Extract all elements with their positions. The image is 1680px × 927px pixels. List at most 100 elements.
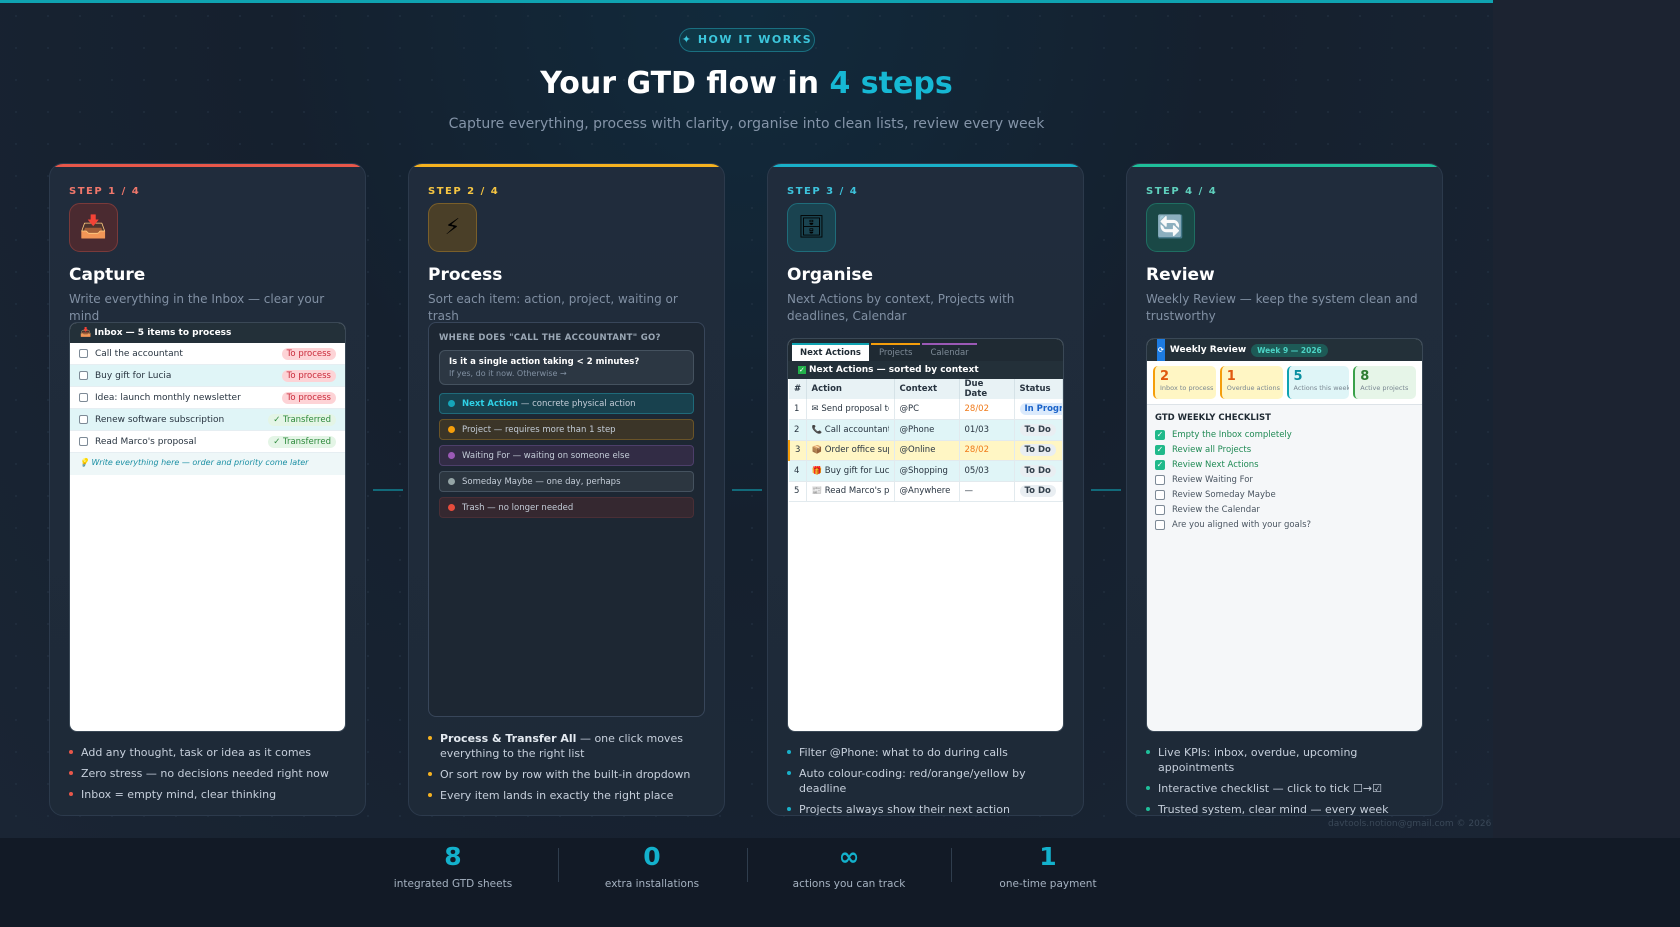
page-title: Your GTD flow in 4 steps bbox=[0, 66, 1493, 101]
table-row[interactable]: 4 🎁 Buy gift for Lucia @Shopping 05/03 To Do bbox=[789, 460, 1063, 482]
cell-text: — bbox=[964, 486, 974, 497]
arrow-icon bbox=[1091, 489, 1121, 491]
inbox-mockup: 📥 Inbox — 5 items to process Call the acc… bbox=[69, 322, 346, 732]
column-header[interactable]: Action bbox=[806, 379, 895, 399]
kpi-card: 1 Overdue actions bbox=[1219, 366, 1283, 399]
inbox-row[interactable]: Buy gift for Lucia To process bbox=[70, 365, 345, 387]
checklist-item[interactable]: Are you aligned with your goals? bbox=[1147, 517, 1422, 532]
kpi-value: 5 bbox=[1293, 369, 1303, 384]
step-label: STEP 3 / 4 bbox=[787, 186, 859, 197]
checklist-item[interactable]: Review Waiting For bbox=[1147, 472, 1422, 487]
cell-text: 28/02 bbox=[964, 404, 990, 414]
destination-option[interactable]: Waiting For — waiting on someone else bbox=[439, 445, 694, 466]
table-row[interactable]: 1 ✉ Send proposal to Bianchi @PC 28/02 In Pr… bbox=[789, 399, 1063, 420]
checkbox[interactable] bbox=[79, 393, 88, 402]
table-cell: 28/02 bbox=[959, 440, 1015, 461]
column-header[interactable]: Context bbox=[894, 379, 960, 399]
column-header-text: Action bbox=[811, 384, 843, 394]
step-card-capture: STEP 1 / 4 📥 Capture Write everything in… bbox=[49, 163, 366, 816]
table-cell: @Phone bbox=[894, 419, 960, 441]
kpi-card: 5 Actions this week bbox=[1286, 366, 1350, 399]
checklist-item[interactable]: ✓ Review Next Actions bbox=[1147, 457, 1422, 472]
cell-text: 📰 Read Marco's proposal bbox=[811, 486, 889, 497]
checklist-text: Empty the Inbox completely bbox=[1172, 429, 1292, 440]
checklist-item[interactable]: ✓ Empty the Inbox completely bbox=[1147, 427, 1422, 442]
checkbox[interactable] bbox=[1155, 504, 1165, 515]
table-row[interactable]: 2 📞 Call accountant @Phone 01/03 To Do bbox=[789, 419, 1063, 441]
table-cell: To Do bbox=[1014, 481, 1063, 502]
color-dot-icon bbox=[448, 452, 455, 459]
cell-text: @Online bbox=[899, 445, 936, 456]
table-row[interactable]: 5 📰 Read Marco's proposal @Anywhere — To Do bbox=[789, 481, 1063, 502]
column-header[interactable]: Status bbox=[1014, 379, 1063, 399]
cell-text: 📞 Call accountant bbox=[811, 424, 889, 435]
kpi-card: 8 Active projects bbox=[1353, 366, 1416, 399]
step-description: Sort each item: action, project, waiting… bbox=[428, 292, 678, 323]
column-header[interactable]: # bbox=[789, 379, 807, 399]
inbox-row[interactable]: Call the accountant To process bbox=[70, 343, 345, 365]
kpi-label: Active projects bbox=[1360, 384, 1409, 392]
destination-option[interactable]: Next Action — concrete physical action bbox=[439, 393, 694, 414]
color-dot-icon bbox=[448, 400, 455, 407]
step-card-process: STEP 2 / 4 ⚡ Process Sort each item: act… bbox=[408, 163, 725, 816]
step-card-organise: STEP 3 / 4 🗄 Organise Next Actions by co… bbox=[767, 163, 1084, 816]
cell-text: @Phone bbox=[899, 424, 935, 435]
checkbox[interactable] bbox=[79, 437, 88, 446]
tab-next-actions[interactable]: Next Actions bbox=[792, 343, 869, 361]
checklist-item[interactable]: ✓ Review all Projects bbox=[1147, 442, 1422, 457]
cell-text: 28/02 bbox=[964, 445, 990, 456]
checkbox[interactable]: ✓ bbox=[1155, 459, 1165, 470]
status-badge: To Do bbox=[1019, 444, 1056, 457]
checkbox[interactable] bbox=[79, 349, 88, 358]
color-dot-icon bbox=[448, 478, 455, 485]
review-mockup: ⟳ Weekly Review Week 9 — 2026 2 Inbox to pr… bbox=[1146, 338, 1423, 732]
checkbox[interactable] bbox=[1155, 474, 1165, 485]
step-title: Organise bbox=[787, 265, 874, 285]
checkbox[interactable] bbox=[1155, 489, 1165, 500]
inbox-item-text: Renew software subscription bbox=[95, 414, 225, 425]
destination-option[interactable]: Trash — no longer needed bbox=[439, 497, 694, 518]
inbox-row[interactable]: Renew software subscription ✓ Transferred bbox=[70, 409, 345, 431]
two-minute-question: Is it a single action taking < 2 minutes… bbox=[439, 350, 694, 385]
bullet-item: Projects always show their next action bbox=[787, 802, 1073, 815]
destination-option[interactable]: Someday Maybe — one day, perhaps bbox=[439, 471, 694, 492]
question-subtext: If yes, do it now. Otherwise → bbox=[449, 369, 567, 378]
table-row[interactable]: 3 📦 Order office supplies @Online 28/02 To D… bbox=[788, 440, 1063, 461]
checkbox[interactable] bbox=[79, 415, 88, 424]
bullet-item: Interactive checklist — click to tick ☐→… bbox=[1146, 781, 1432, 796]
checkbox[interactable] bbox=[1155, 519, 1165, 530]
column-header-text: Status bbox=[1019, 384, 1051, 394]
card-accent-bar bbox=[1127, 164, 1442, 167]
step-title: Process bbox=[428, 265, 503, 285]
sheet-tabs: Next Actions Projects Calendar bbox=[788, 339, 1063, 361]
destination-option[interactable]: Project — requires more than 1 step bbox=[439, 419, 694, 440]
checkbox[interactable]: ✓ bbox=[1155, 429, 1165, 440]
column-header-text: Due Date bbox=[964, 379, 988, 399]
step-label: STEP 1 / 4 bbox=[69, 186, 141, 197]
bullet-item: Filter @Phone: what to do during calls bbox=[787, 745, 1073, 760]
table-cell: In Progress bbox=[1014, 399, 1063, 420]
refresh-icon: ⟳ bbox=[1157, 339, 1165, 361]
checkbox[interactable]: ✓ bbox=[1155, 444, 1165, 455]
inbox-row[interactable]: Idea: launch monthly newsletter To proces… bbox=[70, 387, 345, 409]
tab-projects[interactable]: Projects bbox=[870, 343, 921, 361]
checklist-text: Review Next Actions bbox=[1172, 459, 1259, 470]
color-dot-icon bbox=[448, 504, 455, 511]
status-badge: In Progress bbox=[1019, 403, 1062, 415]
cell-text: @Shopping bbox=[899, 465, 948, 476]
color-dot-icon bbox=[448, 426, 455, 433]
step-label: STEP 4 / 4 bbox=[1146, 186, 1218, 197]
bullet-text: — one click moves everything to the righ… bbox=[440, 732, 683, 760]
checklist-item[interactable]: Review Someday Maybe bbox=[1147, 487, 1422, 502]
table-cell: @Online bbox=[894, 440, 960, 461]
tab-calendar[interactable]: Calendar bbox=[922, 343, 977, 361]
inbox-row[interactable]: Read Marco's proposal ✓ Transferred bbox=[70, 431, 345, 453]
checkbox[interactable] bbox=[79, 371, 88, 380]
bullet-item: Or sort row by row with the built-in dro… bbox=[428, 767, 714, 782]
inbox-icon: 📥 bbox=[80, 328, 95, 338]
checklist-item[interactable]: Review the Calendar bbox=[1147, 502, 1422, 517]
arrow-icon bbox=[373, 489, 403, 491]
option-text: Project — requires more than 1 step bbox=[462, 424, 616, 435]
checklist-text: Review all Projects bbox=[1172, 444, 1252, 455]
column-header[interactable]: Due Date bbox=[959, 379, 1015, 399]
